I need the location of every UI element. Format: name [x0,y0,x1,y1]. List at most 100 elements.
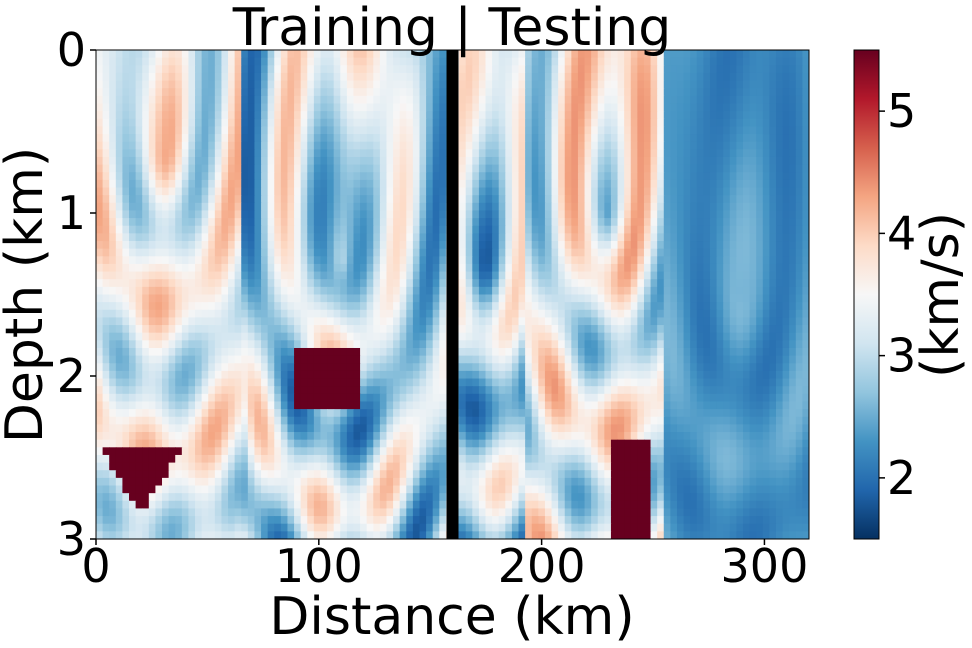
heatmap-cell [300,302,308,311]
heatmap-cell [538,393,546,403]
heatmap-cell [122,294,130,303]
heatmap-cell [366,279,374,288]
heatmap-cell [558,294,566,303]
heatmap-cell [412,271,421,280]
heatmap-cell [617,187,625,196]
heatmap-cell [241,179,249,189]
heatmap-cell [544,256,553,265]
heatmap-cell [604,256,612,265]
heatmap-cell [399,50,407,59]
heatmap-cell [789,325,797,334]
heatmap-cell [657,294,665,303]
heatmap-cell [531,393,539,403]
heatmap-cell [518,241,526,250]
heatmap-cell [327,210,335,219]
heatmap-cell [663,218,671,227]
heatmap-cell [551,57,559,66]
heatmap-cell [168,302,176,311]
heatmap-cell [327,50,335,59]
heatmap-cell [439,218,447,227]
heatmap-cell [577,72,586,82]
heatmap-cell [696,187,704,196]
heatmap-cell [432,57,440,66]
heatmap-cell [525,172,533,181]
heatmap-cell [597,286,605,296]
heatmap-cell [597,141,605,150]
heatmap-cell [485,378,493,387]
heatmap-cell [538,149,546,158]
heatmap-cell [564,95,572,105]
heatmap-cell [432,393,440,403]
heatmap-cell [214,286,223,296]
heatmap-cell [214,325,223,334]
heatmap-cell [511,134,520,143]
heatmap-cell [498,195,506,204]
heatmap-cell [564,370,572,380]
heatmap-cell [709,118,718,128]
heatmap-cell [795,340,803,349]
heatmap-cell [657,325,665,334]
heatmap-cell [782,57,790,66]
heatmap-cell [709,317,718,326]
heatmap-cell [525,72,533,82]
heatmap-cell [142,340,150,349]
heatmap-cell [663,179,671,189]
heatmap-cell [360,65,368,74]
heatmap-cell [544,111,553,120]
heatmap-cell [287,393,295,403]
heatmap-cell [782,370,790,380]
heatmap-cell [254,187,262,196]
heatmap-cell [610,218,619,227]
heatmap-cell [525,370,533,380]
heatmap-cell [261,80,269,89]
heatmap-cell [241,172,249,181]
heatmap-cell [115,225,124,234]
heatmap-cell [327,103,335,112]
heatmap-cell [716,218,724,227]
heatmap-cell [782,141,790,150]
heatmap-cell [459,370,467,380]
heatmap-cell [102,241,110,250]
heatmap-cell [320,340,328,349]
heatmap-cell [168,309,176,319]
heatmap-cell [571,149,579,158]
heatmap-cell [749,271,757,280]
heatmap-cell [274,271,282,280]
heatmap-cell [584,332,592,341]
heatmap-cell [544,294,553,303]
heatmap-cell [749,95,757,105]
heatmap-cell [148,149,157,158]
heatmap-cell [307,294,315,303]
heatmap-cell [327,256,335,265]
heatmap-cell [221,72,229,82]
heatmap-cell [241,386,249,395]
heatmap-cell [558,57,566,66]
heatmap-cell [201,111,209,120]
heatmap-cell [795,50,803,59]
heatmap-cell [247,164,256,173]
heatmap-cell [723,95,731,105]
heatmap-cell [650,210,658,219]
heatmap-cell [597,149,605,158]
heatmap-cell [531,57,539,66]
heatmap-cell [393,118,401,128]
heatmap-cell [201,179,209,189]
heatmap-cell [241,401,249,410]
heatmap-cell [214,65,223,74]
heatmap-cell [360,279,368,288]
heatmap-cell [346,218,355,227]
heatmap-cell [577,309,586,319]
heatmap-cell [703,50,711,59]
heatmap-cell [551,248,559,257]
heatmap-cell [419,317,427,326]
heatmap-cell [254,332,262,341]
heatmap-cell [637,149,645,158]
heatmap-cell [208,202,216,212]
heatmap-cell [716,363,724,372]
heatmap-cell [175,286,183,296]
heatmap-cell [406,233,414,242]
heatmap-cell [294,317,302,326]
heatmap-cell [696,248,704,257]
heatmap-cell [280,355,289,364]
heatmap-cell [432,347,440,357]
